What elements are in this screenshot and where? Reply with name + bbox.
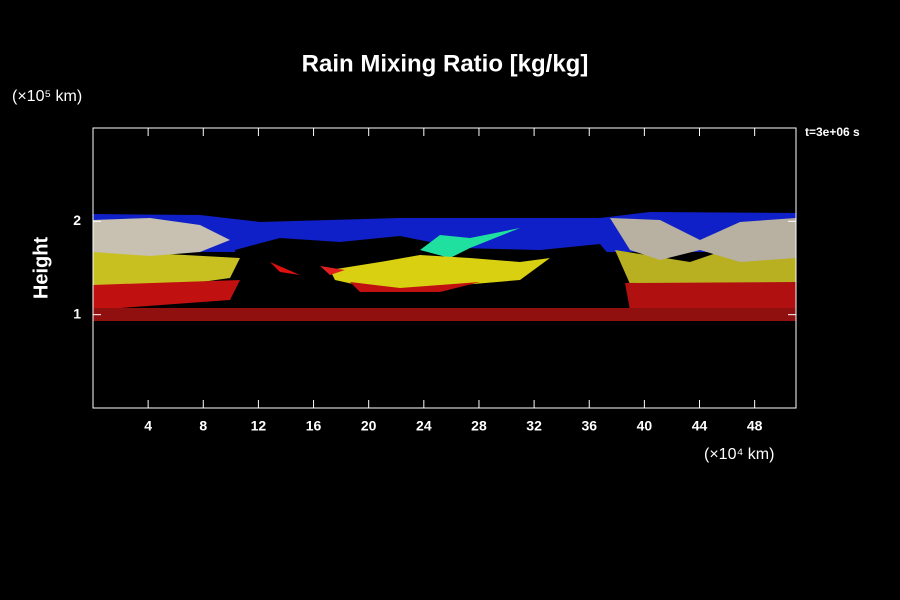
x-tick-label: 24: [416, 418, 432, 434]
x-tick-label: 32: [526, 418, 542, 434]
field: [93, 212, 796, 321]
x-tick-label: 40: [637, 418, 653, 434]
x-tick-label: 16: [306, 418, 322, 434]
plot-frame: [92, 127, 797, 409]
annotation: t=3e+06 s: [805, 125, 860, 139]
x-tick-label: 12: [251, 418, 267, 434]
x-tick-label: 20: [361, 418, 377, 434]
x-tick-label: 8: [199, 418, 207, 434]
y-tick-label: 2: [73, 212, 81, 228]
x-tick-label: 44: [692, 418, 708, 434]
x-tick-label: 28: [471, 418, 487, 434]
x-tick-label: 48: [747, 418, 763, 434]
y-unit: (×10⁵ km): [12, 88, 82, 105]
y-tick-label: 1: [73, 305, 81, 321]
x-tick-label: 4: [144, 418, 152, 434]
chart-title: Rain Mixing Ratio [kg/kg]: [302, 50, 589, 77]
x-tick-label: 36: [581, 418, 597, 434]
y-axis-label: Height: [30, 237, 52, 300]
x-unit: (×10⁴ km): [704, 446, 774, 463]
